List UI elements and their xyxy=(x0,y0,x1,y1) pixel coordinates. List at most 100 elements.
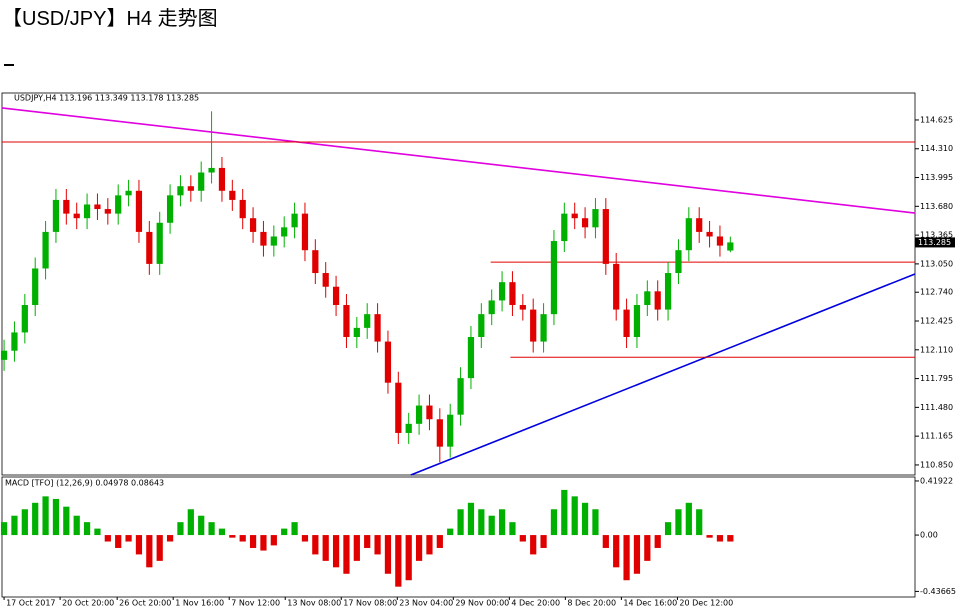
y-tick-label: 113.365 xyxy=(920,231,953,240)
macd-bar xyxy=(696,509,703,536)
candle-body xyxy=(561,213,568,242)
x-tick-label: 29 Nov 00:00 xyxy=(455,599,509,607)
candle-body xyxy=(457,378,464,415)
macd-bar xyxy=(395,535,402,587)
macd-bar xyxy=(727,535,734,542)
y-tick-label: 114.625 xyxy=(920,115,953,124)
macd-bar xyxy=(488,515,495,536)
macd-bar xyxy=(436,535,443,548)
candle-body xyxy=(249,218,257,232)
candle-body xyxy=(312,250,319,274)
macd-bar xyxy=(332,535,340,568)
y-tick-label: 114.310 xyxy=(920,144,953,153)
y-tick-label: 0.00 xyxy=(920,531,938,540)
macd-bar xyxy=(42,496,49,536)
price-tag xyxy=(915,237,955,248)
candle-body xyxy=(229,190,236,200)
candle-body xyxy=(405,423,412,433)
macd-bar xyxy=(374,535,381,555)
candle-body xyxy=(52,199,60,232)
macd-bar xyxy=(426,535,433,555)
candle-body xyxy=(509,282,516,306)
candle-body xyxy=(706,231,713,237)
y-tick-label: 111.795 xyxy=(920,374,953,383)
macd-bar xyxy=(405,535,412,581)
candle-body xyxy=(467,337,475,379)
x-tick-label: 7 Nov 12:00 xyxy=(231,599,280,607)
candle-body xyxy=(623,309,630,338)
candle-body xyxy=(540,314,547,342)
candle-body xyxy=(146,231,153,264)
macd-bar xyxy=(540,535,547,548)
candle-body xyxy=(727,242,734,251)
candle-body xyxy=(519,305,526,310)
candle-body xyxy=(291,213,298,228)
candle-body xyxy=(353,327,360,338)
candle-body xyxy=(104,209,111,214)
macd-bar xyxy=(208,522,215,536)
candle-body xyxy=(270,236,277,246)
macd-bar xyxy=(478,509,485,536)
macd-bar xyxy=(104,535,111,542)
candle-body xyxy=(343,305,350,338)
macd-bar xyxy=(281,528,288,536)
macd-bar xyxy=(467,502,475,536)
candle-body xyxy=(530,309,537,342)
macd-bar xyxy=(156,535,163,561)
candle-body xyxy=(42,231,49,269)
candle-body xyxy=(395,382,402,433)
x-tick-label: 13 Nov 08:00 xyxy=(287,599,341,607)
y-tick-label: 113.050 xyxy=(920,259,953,268)
macd-bar xyxy=(249,535,257,548)
candle-body xyxy=(32,268,39,306)
candle-body xyxy=(498,282,506,301)
candle-body xyxy=(260,231,267,246)
macd-bar xyxy=(498,509,506,536)
macd-bar xyxy=(633,535,641,574)
macd-bar xyxy=(530,535,537,555)
x-tick-label: 8 Dec 20:00 xyxy=(567,599,616,607)
macd-bar xyxy=(457,509,464,536)
candle-body xyxy=(364,314,371,328)
candle-body xyxy=(63,199,70,214)
macd-bar xyxy=(602,535,609,548)
candle-body xyxy=(581,218,589,228)
candle-body xyxy=(415,405,423,424)
candle-body xyxy=(332,286,340,306)
candle-body xyxy=(21,305,28,333)
macd-bar xyxy=(519,535,526,542)
macd-bar xyxy=(125,535,132,542)
candle-body xyxy=(602,209,609,264)
macd-bar xyxy=(11,515,18,536)
candle-body xyxy=(73,213,80,219)
candle-body xyxy=(613,263,620,310)
candle-body xyxy=(177,186,184,196)
macd-bar xyxy=(322,535,329,561)
y-tick-label: 110.850 xyxy=(920,460,953,469)
macd-bar xyxy=(229,535,236,538)
macd-bar xyxy=(94,528,101,536)
y-tick-label: 113.680 xyxy=(920,202,953,211)
candle-body xyxy=(156,222,163,264)
candle-body xyxy=(83,204,91,219)
macd-bar xyxy=(550,509,558,536)
x-tick-label: 1 Nov 16:00 xyxy=(175,599,224,607)
macd-bar xyxy=(664,522,672,536)
candle-body xyxy=(447,414,454,447)
macd-bar xyxy=(166,535,174,542)
macd-bar xyxy=(581,502,589,536)
candle-body xyxy=(696,218,703,232)
candle-body xyxy=(426,405,433,420)
macd-bar xyxy=(561,489,568,536)
candle-body xyxy=(664,273,672,310)
candle-body xyxy=(592,209,599,228)
candle-body xyxy=(218,167,226,191)
macd-bar xyxy=(218,528,226,536)
y-tick-label: 111.165 xyxy=(920,432,953,441)
candle-body xyxy=(644,291,651,306)
x-tick-label: 4 Dec 20:00 xyxy=(511,599,560,607)
trend-line xyxy=(410,273,916,476)
candle-body xyxy=(208,167,215,173)
macd-bar xyxy=(239,535,246,542)
